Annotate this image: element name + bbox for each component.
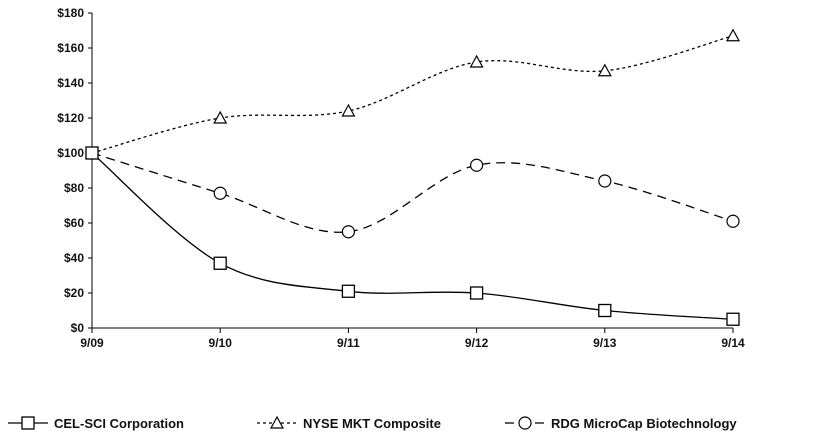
data-point-triangle xyxy=(341,103,356,117)
legend-label: NYSE MKT Composite xyxy=(303,416,441,431)
data-point-circle xyxy=(470,158,484,172)
legend-label: CEL-SCI Corporation xyxy=(54,416,184,431)
data-point-square xyxy=(85,146,99,160)
data-point-triangle xyxy=(469,54,484,68)
data-point-triangle xyxy=(597,63,612,77)
y-tick-label: $20 xyxy=(64,286,84,300)
y-tick-label: $0 xyxy=(71,321,85,335)
y-tick-label: $60 xyxy=(64,216,84,230)
y-tick-label: $160 xyxy=(57,41,84,55)
data-point-square xyxy=(726,312,740,326)
data-point-triangle xyxy=(725,28,741,42)
y-tick-label: $40 xyxy=(64,251,84,265)
x-tick-label: 9/11 xyxy=(337,336,360,350)
data-point-square xyxy=(469,286,484,300)
legend-marker-triangle xyxy=(269,415,285,429)
series-line-circle xyxy=(91,152,734,233)
x-axis-ticks: 9/09 9/10 9/11 9/12 9/13 9/14 xyxy=(80,328,745,350)
y-tick-label: $120 xyxy=(57,111,84,125)
x-tick-label: 9/13 xyxy=(593,336,617,350)
data-point-square xyxy=(341,284,356,298)
chart-axes xyxy=(91,13,733,329)
data-point-circle xyxy=(726,214,740,228)
data-point-circle xyxy=(598,174,612,188)
legend-marker-square xyxy=(21,416,35,430)
data-point-square xyxy=(213,256,227,270)
legend-marker-circle xyxy=(518,416,532,430)
chart-legend: CEL-SCI Corporation NYSE MKT Composite RDG… xyxy=(8,415,737,431)
x-tick-label: 9/09 xyxy=(80,336,104,350)
x-tick-label: 9/12 xyxy=(465,336,489,350)
data-point-circle xyxy=(341,225,355,239)
data-point-triangle xyxy=(213,110,228,124)
y-axis-ticks: $0 $20 $40 $60 $80 $100 $120 $140 $160 $180 xyxy=(57,6,92,335)
legend-label: RDG MicroCap Biotechnology xyxy=(551,416,737,431)
data-point-square xyxy=(598,303,612,318)
chart-series xyxy=(84,28,741,326)
y-tick-label: $180 xyxy=(57,6,84,20)
x-tick-label: 9/10 xyxy=(209,336,233,350)
series-line-triangle xyxy=(91,35,734,154)
y-tick-label: $100 xyxy=(57,146,84,160)
y-tick-label: $140 xyxy=(57,76,84,90)
y-tick-label: $80 xyxy=(64,181,84,195)
data-point-circle xyxy=(213,186,227,200)
x-tick-label: 9/14 xyxy=(721,336,745,350)
series-line-square xyxy=(91,152,734,320)
